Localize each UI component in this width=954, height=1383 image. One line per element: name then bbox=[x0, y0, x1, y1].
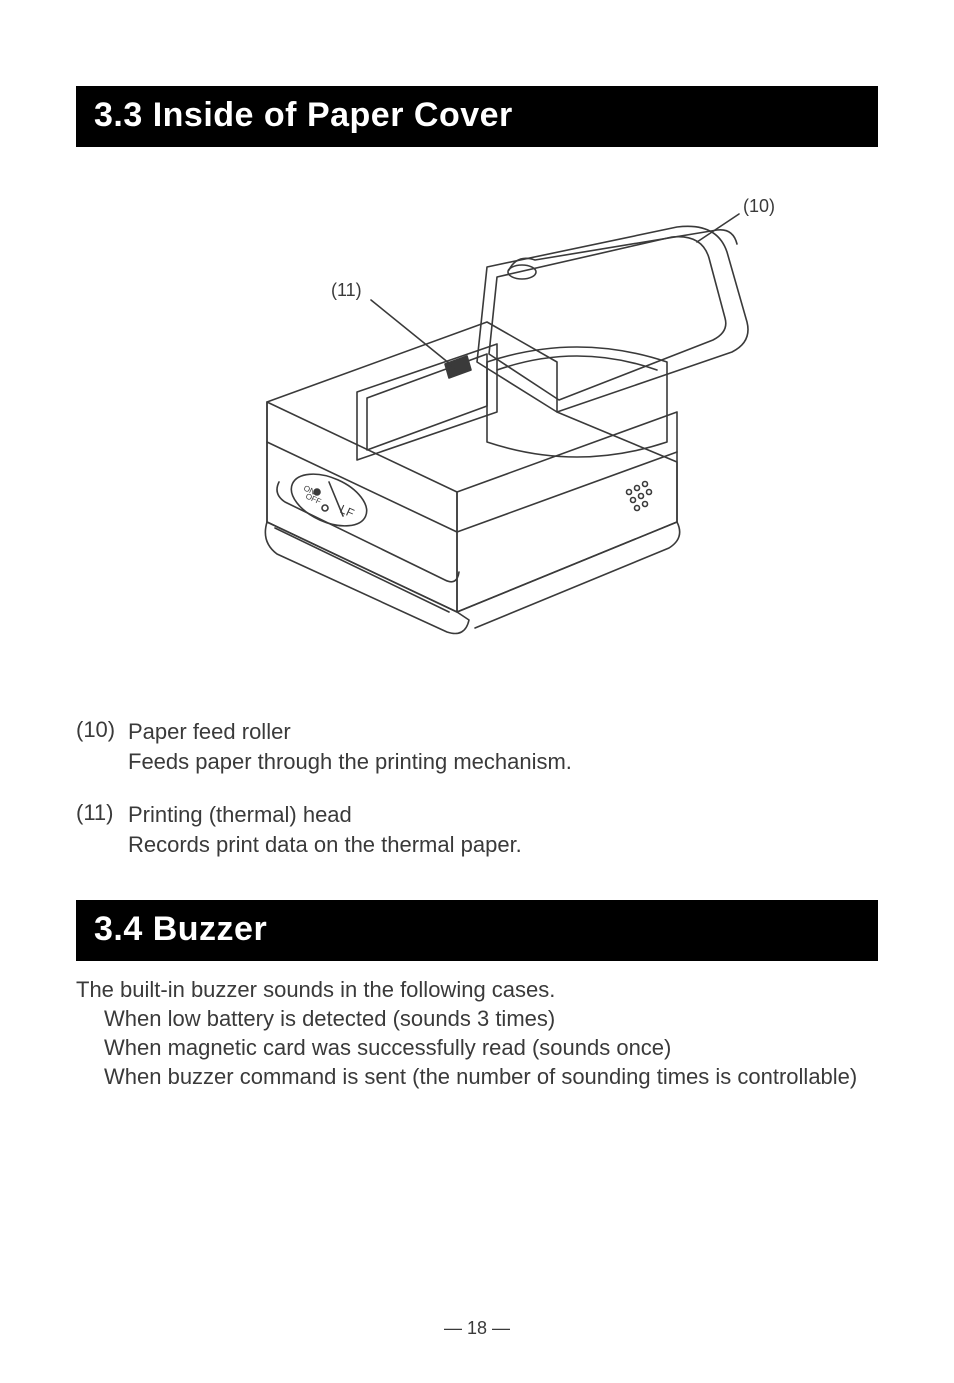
page-number: — 18 — bbox=[0, 1318, 954, 1339]
buzzer-line-1: When low battery is detected (sounds 3 t… bbox=[104, 1004, 878, 1033]
printer-diagram-figure: LF ON OFF (10) (11) bbox=[76, 177, 878, 687]
item-11-block: (11) Printing (thermal) head Records pri… bbox=[76, 800, 878, 859]
callout-10-label: (10) bbox=[743, 196, 775, 216]
section-3-3-header: 3.3 Inside of Paper Cover bbox=[76, 86, 878, 147]
buzzer-list: When low battery is detected (sounds 3 t… bbox=[76, 1004, 878, 1091]
item-10-desc: Feeds paper through the printing mechani… bbox=[128, 747, 878, 777]
item-10-number: (10) bbox=[76, 717, 128, 776]
printer-diagram-svg: LF ON OFF (10) (11) bbox=[157, 182, 797, 682]
item-10-title: Paper feed roller bbox=[128, 717, 878, 747]
item-11-title: Printing (thermal) head bbox=[128, 800, 878, 830]
buzzer-intro-text: The built-in buzzer sounds in the follow… bbox=[76, 975, 878, 1004]
item-11-number: (11) bbox=[76, 800, 128, 859]
section-3-4-header: 3.4 Buzzer bbox=[76, 900, 878, 961]
buzzer-line-3: When buzzer command is sent (the number … bbox=[104, 1062, 878, 1091]
callout-11-label: (11) bbox=[331, 280, 362, 300]
buzzer-line-2: When magnetic card was successfully read… bbox=[104, 1033, 878, 1062]
item-10-block: (10) Paper feed roller Feeds paper throu… bbox=[76, 717, 878, 776]
svg-text:LF: LF bbox=[338, 502, 356, 520]
item-11-desc: Records print data on the thermal paper. bbox=[128, 830, 878, 860]
